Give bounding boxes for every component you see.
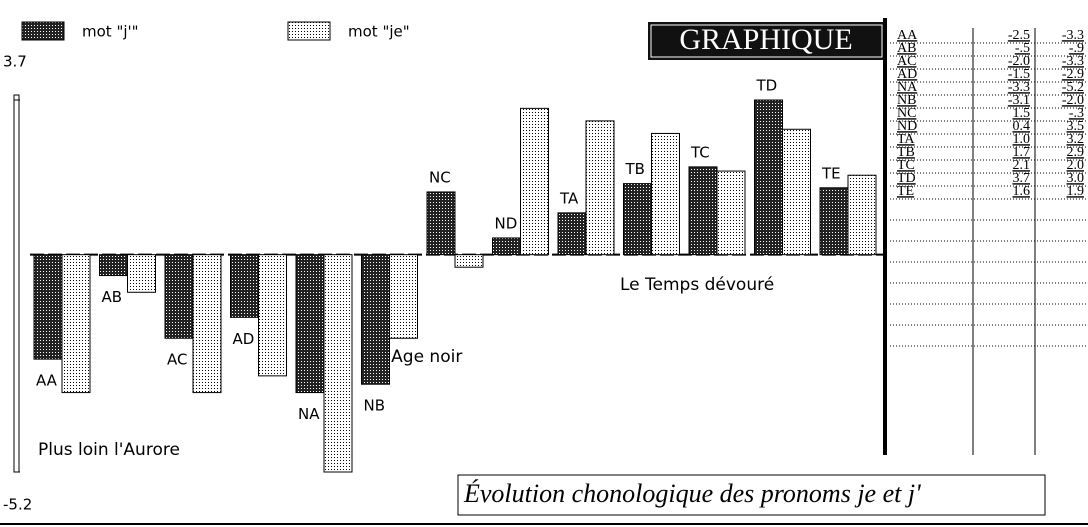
table-category: TB: [897, 145, 915, 160]
bar: [819, 187, 849, 256]
table-value: 3.2: [1067, 132, 1085, 147]
bar: [361, 254, 390, 385]
table-category: NA: [897, 80, 918, 95]
category-label: TE: [821, 164, 841, 182]
bar: [716, 170, 746, 256]
table-value: 1.5: [1013, 106, 1031, 121]
bar: [585, 120, 615, 256]
legend-label: mot "je": [348, 23, 410, 41]
bar: [520, 107, 549, 256]
table-category: ND: [897, 119, 917, 134]
table-category: NC: [897, 106, 916, 121]
bar: [688, 166, 718, 256]
caption-box: [457, 474, 1046, 516]
table-category: NB: [897, 93, 916, 108]
table-value: -3.3: [1062, 54, 1084, 69]
category-label: NC: [429, 168, 451, 186]
table-category: AD: [897, 67, 917, 82]
table-value: -2.9: [1062, 67, 1084, 82]
y-axis: [13, 94, 20, 473]
bar: [258, 254, 287, 377]
table-value: 3.5: [1067, 119, 1085, 134]
table-category: TC: [897, 158, 915, 173]
y-tick-label: 3.7: [3, 53, 27, 71]
table-value: -.9: [1069, 41, 1084, 56]
category-label: TA: [559, 189, 579, 207]
bar: [782, 128, 811, 256]
category-label: NB: [364, 397, 386, 415]
chart-title: GRAPHIQUE: [679, 23, 852, 56]
table-value: 2.0: [1067, 158, 1085, 173]
category-label: TC: [690, 143, 710, 161]
table-value: 1.0: [1013, 132, 1031, 147]
table-value: 0.4: [1013, 119, 1031, 134]
annotation-bg: [374, 346, 504, 368]
bar: [323, 254, 353, 473]
category-label: TD: [756, 77, 778, 95]
bar: [99, 254, 128, 277]
category-label: ND: [495, 214, 518, 232]
table-category: AC: [897, 54, 916, 69]
bar: [230, 254, 259, 318]
bar: [454, 254, 484, 268]
table-value: -1.5: [1008, 67, 1030, 82]
table-value: 2.9: [1067, 145, 1085, 160]
bar: [557, 212, 587, 256]
legend-swatch: [21, 21, 65, 41]
title-frame: [650, 24, 883, 58]
legend-label: mot "j'": [82, 23, 139, 41]
table-value: -2.0: [1008, 54, 1030, 69]
bar: [389, 254, 418, 339]
table-category: TD: [897, 171, 916, 186]
table-value: 1.9: [1067, 184, 1085, 199]
category-label: AA: [36, 372, 58, 390]
legend-swatch: [287, 21, 331, 41]
bar: [847, 174, 877, 256]
table-value: -3.3: [1008, 80, 1030, 95]
category-label: AB: [102, 288, 123, 306]
category-label: NA: [298, 405, 320, 423]
table-category: AB: [897, 41, 916, 56]
category-label: AD: [233, 330, 255, 348]
table-value: 3.7: [1013, 171, 1031, 186]
annotation: L'Age noir: [377, 347, 462, 367]
category-label: TB: [625, 160, 645, 178]
category-label: AC: [167, 351, 187, 369]
table-value: -.5: [1015, 41, 1030, 56]
bar: [33, 254, 63, 360]
table-value: 2.1: [1013, 158, 1031, 173]
bar: [623, 183, 652, 256]
table-value: -3.1: [1008, 93, 1030, 108]
table-category: TA: [897, 132, 915, 147]
table-value: 1.7: [1013, 145, 1031, 160]
table-category: AA: [897, 28, 918, 43]
bar: [295, 254, 325, 394]
table-value: -5.2: [1062, 80, 1084, 95]
annotation: Le Temps dévouré: [620, 275, 774, 295]
table-value: 1.6: [1013, 184, 1031, 199]
table-value: -2.0: [1062, 93, 1084, 108]
table-value: -.3: [1069, 106, 1084, 121]
title-box: [648, 22, 885, 60]
bar: [127, 254, 156, 293]
bar: [164, 254, 194, 339]
table-value: -2.5: [1008, 28, 1030, 43]
bar: [492, 237, 521, 256]
bar: [426, 191, 456, 256]
bar: [192, 254, 222, 394]
annotation: Plus loin l'Aurore: [38, 440, 180, 460]
y-tick-label: -5.2: [3, 496, 32, 514]
bar: [754, 99, 783, 256]
table-value: 3.0: [1067, 171, 1085, 186]
table-value: -3.3: [1062, 28, 1084, 43]
bar: [61, 254, 91, 394]
bar: [651, 132, 680, 256]
caption: Évolution chonologique des pronoms je et…: [463, 479, 921, 508]
table-category: TE: [897, 184, 914, 199]
